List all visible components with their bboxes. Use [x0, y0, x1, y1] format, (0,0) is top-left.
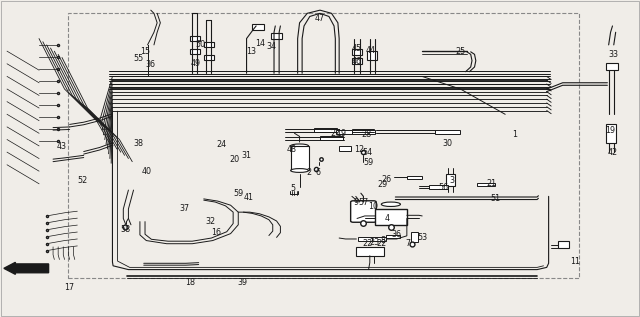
Text: 24: 24	[216, 140, 227, 149]
Text: 22: 22	[362, 239, 372, 248]
Text: 19: 19	[605, 126, 616, 135]
Text: 46: 46	[352, 57, 362, 66]
Text: 55: 55	[134, 54, 144, 63]
Text: 36: 36	[392, 230, 402, 239]
Text: 22: 22	[376, 239, 387, 248]
Text: 47: 47	[315, 15, 325, 23]
Text: 43: 43	[57, 142, 67, 151]
Text: 12: 12	[355, 145, 365, 153]
Ellipse shape	[381, 202, 401, 206]
Bar	[356, 247, 384, 256]
Text: 29: 29	[378, 180, 388, 189]
Bar	[291, 146, 308, 171]
Bar	[367, 51, 378, 60]
Bar	[352, 130, 375, 134]
Text: 31: 31	[241, 151, 252, 160]
Text: 3: 3	[449, 176, 454, 185]
Bar	[557, 241, 569, 249]
Ellipse shape	[291, 169, 308, 172]
Bar	[271, 33, 282, 39]
Bar	[68, 13, 579, 278]
Text: 59: 59	[364, 158, 374, 167]
Text: 4: 4	[385, 214, 390, 223]
Bar	[477, 183, 495, 186]
Bar	[352, 49, 362, 55]
Text: 51: 51	[490, 194, 500, 204]
Text: 34: 34	[266, 42, 276, 51]
Text: 18: 18	[185, 278, 195, 287]
Bar	[189, 49, 200, 54]
Text: 54: 54	[362, 148, 372, 157]
Text: 20: 20	[229, 155, 239, 164]
Text: 49: 49	[191, 59, 201, 68]
Text: 14: 14	[255, 39, 265, 48]
Bar	[606, 63, 618, 70]
Bar	[189, 36, 200, 41]
Text: 21: 21	[486, 179, 496, 188]
Bar	[352, 58, 362, 64]
Text: 58: 58	[121, 225, 131, 234]
Text: 25: 25	[456, 47, 466, 56]
Bar	[204, 42, 214, 48]
Text: 10: 10	[369, 202, 379, 211]
Text: 32: 32	[205, 217, 215, 226]
Bar	[336, 130, 353, 134]
Text: 37: 37	[180, 204, 189, 213]
Text: 23: 23	[369, 238, 380, 247]
Bar	[372, 237, 386, 241]
Bar	[407, 176, 422, 179]
Text: 40: 40	[141, 167, 151, 176]
Text: 56: 56	[439, 183, 449, 192]
Bar	[339, 146, 351, 151]
Bar	[435, 130, 461, 134]
FancyBboxPatch shape	[351, 201, 376, 222]
Text: 41: 41	[243, 193, 253, 203]
Text: 16: 16	[212, 228, 221, 237]
Bar	[412, 232, 418, 242]
Text: 8: 8	[380, 236, 385, 245]
Text: 50: 50	[195, 40, 205, 49]
Bar	[606, 124, 616, 143]
FancyArrow shape	[4, 262, 49, 274]
Bar	[429, 185, 449, 189]
Text: 44: 44	[366, 46, 376, 55]
Text: 45: 45	[352, 43, 362, 53]
Text: 33: 33	[609, 50, 619, 59]
Text: 19: 19	[336, 129, 346, 138]
Text: 1: 1	[512, 130, 517, 139]
Text: 39: 39	[237, 278, 247, 287]
Text: 26: 26	[381, 176, 392, 184]
Text: 57: 57	[358, 198, 369, 207]
Text: 5: 5	[291, 184, 296, 193]
Text: 38: 38	[134, 139, 143, 148]
Text: 15: 15	[140, 47, 150, 56]
Bar	[358, 237, 372, 241]
Text: 42: 42	[607, 148, 618, 157]
Ellipse shape	[291, 144, 308, 148]
Text: 27: 27	[330, 129, 340, 138]
Bar	[386, 235, 400, 238]
Bar	[252, 24, 264, 30]
Bar	[314, 128, 337, 132]
Text: 17: 17	[65, 283, 75, 292]
Text: 36: 36	[145, 60, 155, 69]
Text: 13: 13	[246, 47, 256, 56]
Text: 48: 48	[287, 145, 297, 153]
Text: 9: 9	[353, 198, 358, 207]
Text: 30: 30	[443, 139, 452, 148]
Text: 7: 7	[406, 239, 411, 248]
Text: 2: 2	[306, 168, 311, 177]
Text: 6: 6	[316, 168, 321, 177]
Text: 28: 28	[362, 130, 372, 139]
Bar	[447, 174, 456, 186]
Bar	[204, 55, 214, 60]
Text: 52: 52	[77, 176, 88, 185]
Text: 53: 53	[417, 233, 428, 242]
Text: FR.: FR.	[27, 265, 44, 274]
Text: 11: 11	[570, 256, 580, 266]
Text: 59: 59	[233, 189, 243, 198]
Bar	[320, 136, 343, 140]
Bar	[375, 209, 407, 225]
